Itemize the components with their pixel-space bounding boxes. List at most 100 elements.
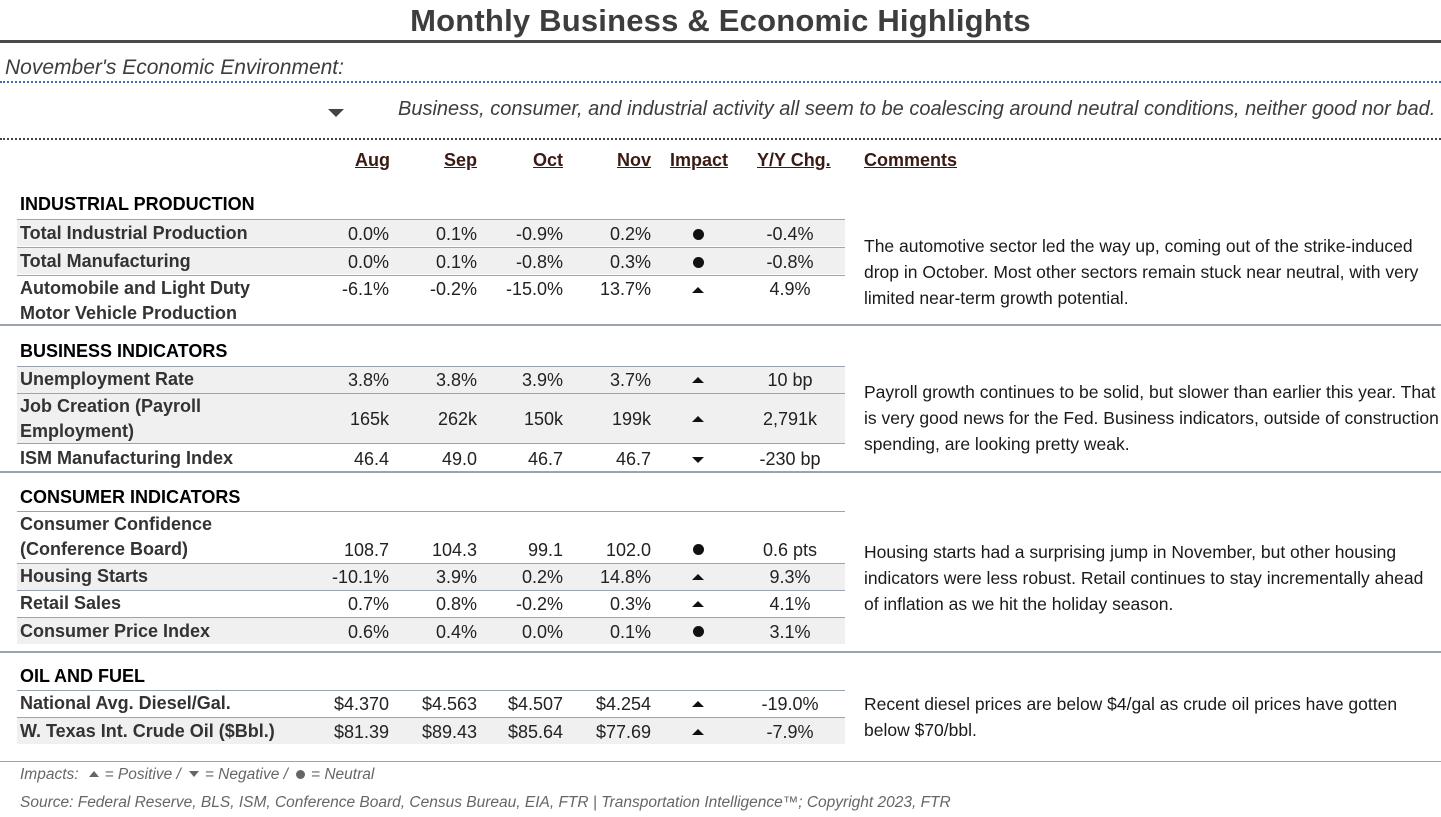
row-divider: [17, 590, 845, 591]
triangle-down-icon: [328, 109, 344, 117]
row-divider: [17, 717, 845, 718]
row-divider: [17, 219, 845, 220]
neutral-dot-icon: [690, 626, 706, 638]
row-divider: [17, 617, 845, 618]
value-aug: 108.7: [343, 540, 389, 560]
row-divider: [17, 247, 845, 248]
row-label: (Conference Board): [20, 539, 189, 559]
value-sep: -0.2%: [429, 279, 477, 299]
value-yy: -0.8%: [766, 252, 814, 272]
section-title: INDUSTRIAL PRODUCTION: [20, 194, 255, 214]
value-sep: 0.1%: [435, 224, 477, 244]
row-label: Consumer Confidence: [20, 514, 213, 534]
value-sep: 3.8%: [435, 370, 477, 390]
value-nov: 0.2%: [609, 224, 651, 244]
table-row: [17, 220, 845, 246]
section-title: OIL AND FUEL: [20, 666, 145, 686]
comment-text: Payroll growth continues to be solid, bu…: [864, 382, 1439, 454]
value-yy: -0.4%: [766, 224, 814, 244]
value-nov: 0.1%: [609, 622, 651, 642]
row-label: Total Industrial Production: [20, 223, 248, 243]
legend-neutral: = Neutral: [310, 766, 375, 783]
col-header-sep: Sep: [444, 150, 478, 170]
section-divider: [0, 651, 1441, 653]
value-yy: -230 bp: [759, 449, 821, 469]
value-oct: 46.7: [527, 449, 563, 469]
value-aug: 3.8%: [347, 370, 389, 390]
footer-divider: [0, 761, 1441, 762]
col-header-oct: Oct: [533, 150, 564, 170]
value-sep: 0.4%: [435, 622, 477, 642]
positive-triangle-up-icon: [690, 374, 706, 386]
value-oct: -0.8%: [515, 252, 563, 272]
value-aug: 0.7%: [347, 594, 389, 614]
row-label: Consumer Price Index: [20, 621, 211, 641]
neutral-dot-icon: [690, 544, 706, 556]
row-label: ISM Manufacturing Index: [20, 448, 234, 468]
positive-triangle-up-icon: [88, 771, 99, 777]
negative-triangle-down-icon: [690, 454, 706, 466]
value-nov: 102.0: [605, 540, 651, 560]
value-aug: $81.39: [333, 722, 389, 742]
comment-text: Recent diesel prices are below $4/gal as…: [864, 694, 1398, 740]
value-nov: 0.3%: [609, 594, 651, 614]
title-divider: [0, 40, 1441, 43]
positive-triangle-up-icon: [690, 413, 706, 425]
value-oct: 3.9%: [521, 370, 563, 390]
row-label: Employment): [20, 421, 135, 441]
row-divider: [17, 275, 845, 276]
value-oct: 99.1: [527, 540, 563, 560]
impact-legend: Impacts: = Positive / = Negative / = Neutra…: [20, 766, 374, 784]
row-label: National Avg. Diesel/Gal.: [20, 693, 231, 713]
legend-positive: = Positive /: [104, 766, 181, 783]
value-nov: $77.69: [595, 722, 651, 742]
neutral-dot-icon: [295, 770, 305, 779]
positive-triangle-up-icon: [690, 571, 706, 583]
value-sep: $89.43: [421, 722, 477, 742]
value-aug: 0.6%: [347, 622, 389, 642]
dotted-divider: [0, 138, 1441, 140]
col-header-comments: Comments: [864, 150, 958, 170]
dotted-divider: [0, 81, 1441, 83]
value-aug: -6.1%: [341, 279, 389, 299]
value-nov: 46.7: [615, 449, 651, 469]
table-row: [17, 394, 845, 443]
row-divider: [17, 690, 845, 691]
value-sep: 49.0: [441, 449, 477, 469]
value-sep: 0.8%: [435, 594, 477, 614]
row-label: Motor Vehicle Production: [20, 303, 238, 323]
neutral-dot-icon: [690, 229, 706, 241]
value-oct: -15.0%: [505, 279, 563, 299]
value-yy: 9.3%: [769, 567, 811, 587]
col-header-nov: Nov: [617, 150, 652, 170]
value-sep: $4.563: [421, 694, 477, 714]
value-oct: $85.64: [507, 722, 563, 742]
value-oct: 0.2%: [521, 567, 563, 587]
value-yy: 4.1%: [769, 594, 811, 614]
value-aug: 165k: [349, 409, 389, 429]
row-label: Housing Starts: [20, 566, 149, 586]
value-nov: $4.254: [595, 694, 651, 714]
value-aug: 0.0%: [347, 252, 389, 272]
row-label: Total Manufacturing: [20, 251, 191, 271]
row-label: Retail Sales: [20, 593, 122, 613]
value-aug: 46.4: [353, 449, 389, 469]
comment-text: The automotive sector led the way up, co…: [864, 236, 1419, 308]
value-sep: 0.1%: [435, 252, 477, 272]
row-label: Job Creation (Payroll: [20, 396, 202, 416]
value-oct: $4.507: [507, 694, 563, 714]
col-header-yy: Y/Y Chg.: [757, 150, 831, 170]
source-note: Source: Federal Reserve, BLS, ISM, Confe…: [20, 794, 951, 811]
row-label: Unemployment Rate: [20, 369, 195, 389]
section-divider: [0, 471, 1441, 473]
positive-triangle-up-icon: [690, 726, 706, 738]
comment-text: Housing starts had a surprising jump in …: [864, 542, 1424, 614]
value-oct: -0.9%: [515, 224, 563, 244]
row-divider: [17, 366, 845, 367]
value-sep: 262k: [437, 409, 477, 429]
legend-prefix: Impacts:: [20, 766, 79, 783]
value-nov: 13.7%: [599, 279, 651, 299]
section-title: CONSUMER INDICATORS: [20, 487, 241, 507]
value-yy: -19.0%: [761, 694, 819, 714]
col-header-aug: Aug: [355, 150, 390, 170]
